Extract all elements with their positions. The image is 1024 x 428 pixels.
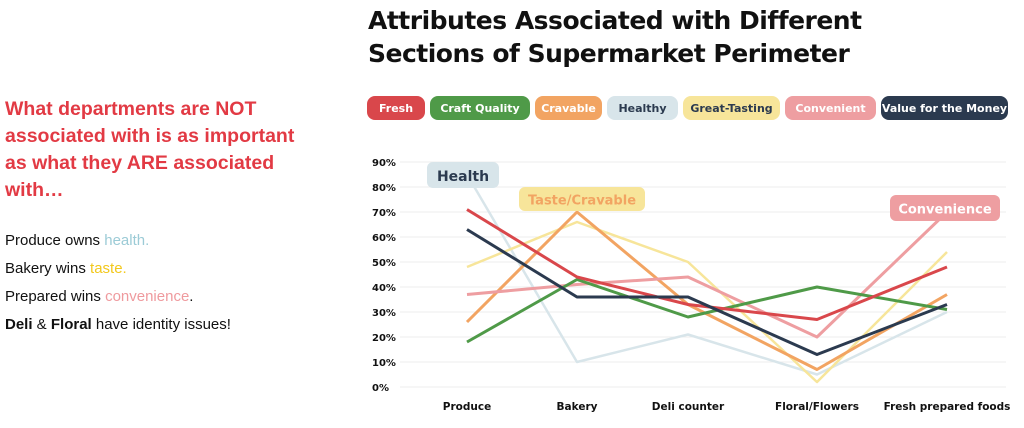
chart-title-line: Sections of Supermarket Perimeter xyxy=(368,39,850,68)
bullet-text: Bakery wins xyxy=(5,260,91,277)
annotation-label: Convenience xyxy=(898,202,992,217)
y-tick-label: 60% xyxy=(372,233,396,244)
series-line-craft-quality xyxy=(466,278,948,344)
y-tick-label: 70% xyxy=(372,208,396,219)
annotation-box xyxy=(519,187,645,211)
bold-deli: Deli xyxy=(5,316,33,333)
legend-item-great-tasting: Great-Tasting xyxy=(683,96,780,120)
chart-title: Attributes Associated with Different Sec… xyxy=(368,4,862,70)
annotation-box xyxy=(890,195,1000,221)
highlight-taste: taste. xyxy=(90,260,127,277)
legend-item-fresh: Fresh xyxy=(367,96,425,120)
y-tick-label: 0% xyxy=(372,383,389,394)
bullet-produce: Produce owns health. xyxy=(5,232,149,249)
legend-item-value-for-the-money: Value for the Money xyxy=(881,96,1008,120)
annotation-label: Health xyxy=(437,169,489,185)
y-tick-label: 90% xyxy=(372,158,396,169)
series-line-fresh xyxy=(466,208,948,321)
bullet-deli-floral: Deli & Floral have identity issues! xyxy=(5,316,231,333)
x-tick-label: Floral/Flowers xyxy=(775,401,859,413)
legend-item-healthy: Healthy xyxy=(607,96,678,120)
legend-item-craft-quality: Craft Quality xyxy=(430,96,530,120)
annotation-box xyxy=(427,162,499,188)
x-tick-label: Bakery xyxy=(557,401,598,413)
bullet-text: have identity issues! xyxy=(91,316,231,333)
annotation-label: Taste/Cravable xyxy=(528,193,636,208)
highlight-health: health. xyxy=(104,232,150,249)
bullet-bakery: Bakery wins taste. xyxy=(5,260,127,277)
y-tick-label: 50% xyxy=(372,258,396,269)
x-tick-label: Produce xyxy=(443,401,491,413)
highlight-convenience: convenience xyxy=(105,288,190,305)
bullet-text: & xyxy=(32,316,51,333)
legend-item-convenient: Convenient xyxy=(785,96,876,120)
y-tick-label: 40% xyxy=(372,283,396,294)
legend-item-cravable: Cravable xyxy=(535,96,602,120)
y-tick-label: 30% xyxy=(372,308,396,319)
y-tick-label: 10% xyxy=(372,358,396,369)
series-line-value-for-the-money xyxy=(466,228,948,356)
bullet-text: Produce owns xyxy=(5,232,105,249)
y-tick-label: 20% xyxy=(372,333,396,344)
headline: What departments are NOT associated with… xyxy=(5,98,295,201)
bullet-text: . xyxy=(189,288,194,305)
y-tick-label: 80% xyxy=(372,183,396,194)
x-tick-label: Deli counter xyxy=(652,401,725,413)
bullet-prepared: Prepared wins convenience. xyxy=(5,288,193,305)
chart-title-line: Attributes Associated with Different xyxy=(368,6,862,35)
x-tick-label: Fresh prepared foods xyxy=(884,401,1011,413)
bullet-text: Prepared wins xyxy=(5,288,106,305)
bold-floral: Floral xyxy=(50,316,92,333)
